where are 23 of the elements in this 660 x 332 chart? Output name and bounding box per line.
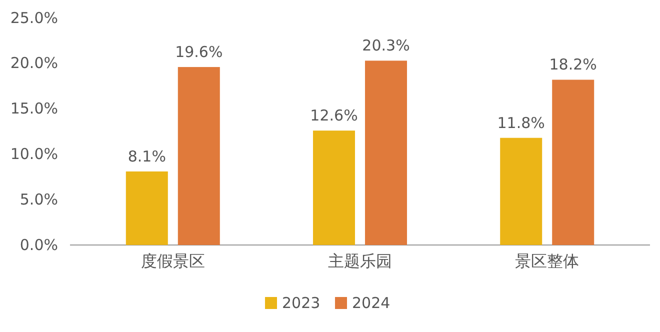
y-tick-label: 5.0% <box>20 190 58 208</box>
data-label: 12.6% <box>310 106 358 125</box>
y-tick-label: 15.0% <box>10 100 58 118</box>
data-label: 8.1% <box>128 147 166 166</box>
x-tick-label: 主题乐园 <box>328 251 392 270</box>
legend-label: 2023 <box>282 294 320 312</box>
bar <box>500 138 542 245</box>
data-label: 18.2% <box>549 56 597 74</box>
x-tick-label: 度假景区 <box>140 251 205 270</box>
data-label: 20.3% <box>362 36 410 55</box>
y-tick-label: 0.0% <box>20 236 58 254</box>
legend-label: 2024 <box>352 294 390 312</box>
data-label: 19.6% <box>175 43 223 62</box>
bar <box>313 130 355 245</box>
bar <box>365 60 407 245</box>
bar <box>126 171 168 245</box>
bar <box>552 80 594 245</box>
bar <box>178 67 220 245</box>
x-tick-label: 景区整体 <box>515 251 580 270</box>
y-tick-label: 20.0% <box>10 54 58 72</box>
y-tick-label: 10.0% <box>10 145 58 163</box>
y-tick-label: 25.0% <box>10 8 58 27</box>
data-label: 11.8% <box>497 114 545 132</box>
